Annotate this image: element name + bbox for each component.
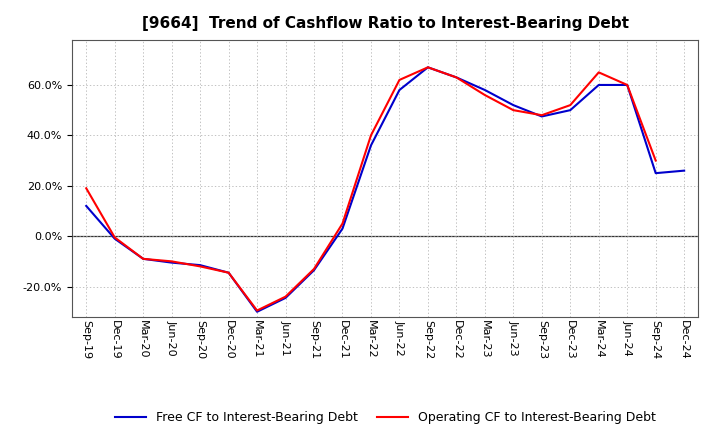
Operating CF to Interest-Bearing Debt [395,77,404,83]
Operating CF to Interest-Bearing Debt [110,235,119,240]
Operating CF to Interest-Bearing Debt [537,113,546,118]
Free CF to Interest-Bearing Debt [452,75,461,80]
Free CF to Interest-Bearing Debt [139,256,148,261]
Operating CF to Interest-Bearing Debt [452,75,461,80]
Operating CF to Interest-Bearing Debt [167,259,176,264]
Free CF to Interest-Bearing Debt [537,114,546,119]
Operating CF to Interest-Bearing Debt [566,103,575,108]
Operating CF to Interest-Bearing Debt [139,256,148,261]
Free CF to Interest-Bearing Debt [282,295,290,301]
Operating CF to Interest-Bearing Debt [423,65,432,70]
Free CF to Interest-Bearing Debt [680,168,688,173]
Operating CF to Interest-Bearing Debt [509,107,518,113]
Operating CF to Interest-Bearing Debt [623,82,631,88]
Operating CF to Interest-Bearing Debt [366,133,375,138]
Operating CF to Interest-Bearing Debt [282,294,290,299]
Free CF to Interest-Bearing Debt [338,226,347,231]
Title: [9664]  Trend of Cashflow Ratio to Interest-Bearing Debt: [9664] Trend of Cashflow Ratio to Intere… [142,16,629,32]
Legend: Free CF to Interest-Bearing Debt, Operating CF to Interest-Bearing Debt: Free CF to Interest-Bearing Debt, Operat… [109,406,661,429]
Free CF to Interest-Bearing Debt [566,107,575,113]
Free CF to Interest-Bearing Debt [110,236,119,241]
Operating CF to Interest-Bearing Debt [595,70,603,75]
Line: Operating CF to Interest-Bearing Debt: Operating CF to Interest-Bearing Debt [86,67,656,311]
Operating CF to Interest-Bearing Debt [253,308,261,313]
Free CF to Interest-Bearing Debt [167,260,176,265]
Free CF to Interest-Bearing Debt [310,268,318,273]
Free CF to Interest-Bearing Debt [509,103,518,108]
Free CF to Interest-Bearing Debt [623,82,631,88]
Free CF to Interest-Bearing Debt [480,88,489,93]
Free CF to Interest-Bearing Debt [366,143,375,148]
Free CF to Interest-Bearing Debt [253,309,261,315]
Free CF to Interest-Bearing Debt [196,263,204,268]
Free CF to Interest-Bearing Debt [652,171,660,176]
Operating CF to Interest-Bearing Debt [310,266,318,271]
Operating CF to Interest-Bearing Debt [652,158,660,163]
Free CF to Interest-Bearing Debt [423,65,432,70]
Operating CF to Interest-Bearing Debt [480,92,489,98]
Operating CF to Interest-Bearing Debt [338,221,347,226]
Free CF to Interest-Bearing Debt [595,82,603,88]
Free CF to Interest-Bearing Debt [225,270,233,275]
Operating CF to Interest-Bearing Debt [82,186,91,191]
Free CF to Interest-Bearing Debt [395,88,404,93]
Operating CF to Interest-Bearing Debt [196,264,204,269]
Free CF to Interest-Bearing Debt [82,203,91,209]
Line: Free CF to Interest-Bearing Debt: Free CF to Interest-Bearing Debt [86,67,684,312]
Operating CF to Interest-Bearing Debt [225,270,233,275]
